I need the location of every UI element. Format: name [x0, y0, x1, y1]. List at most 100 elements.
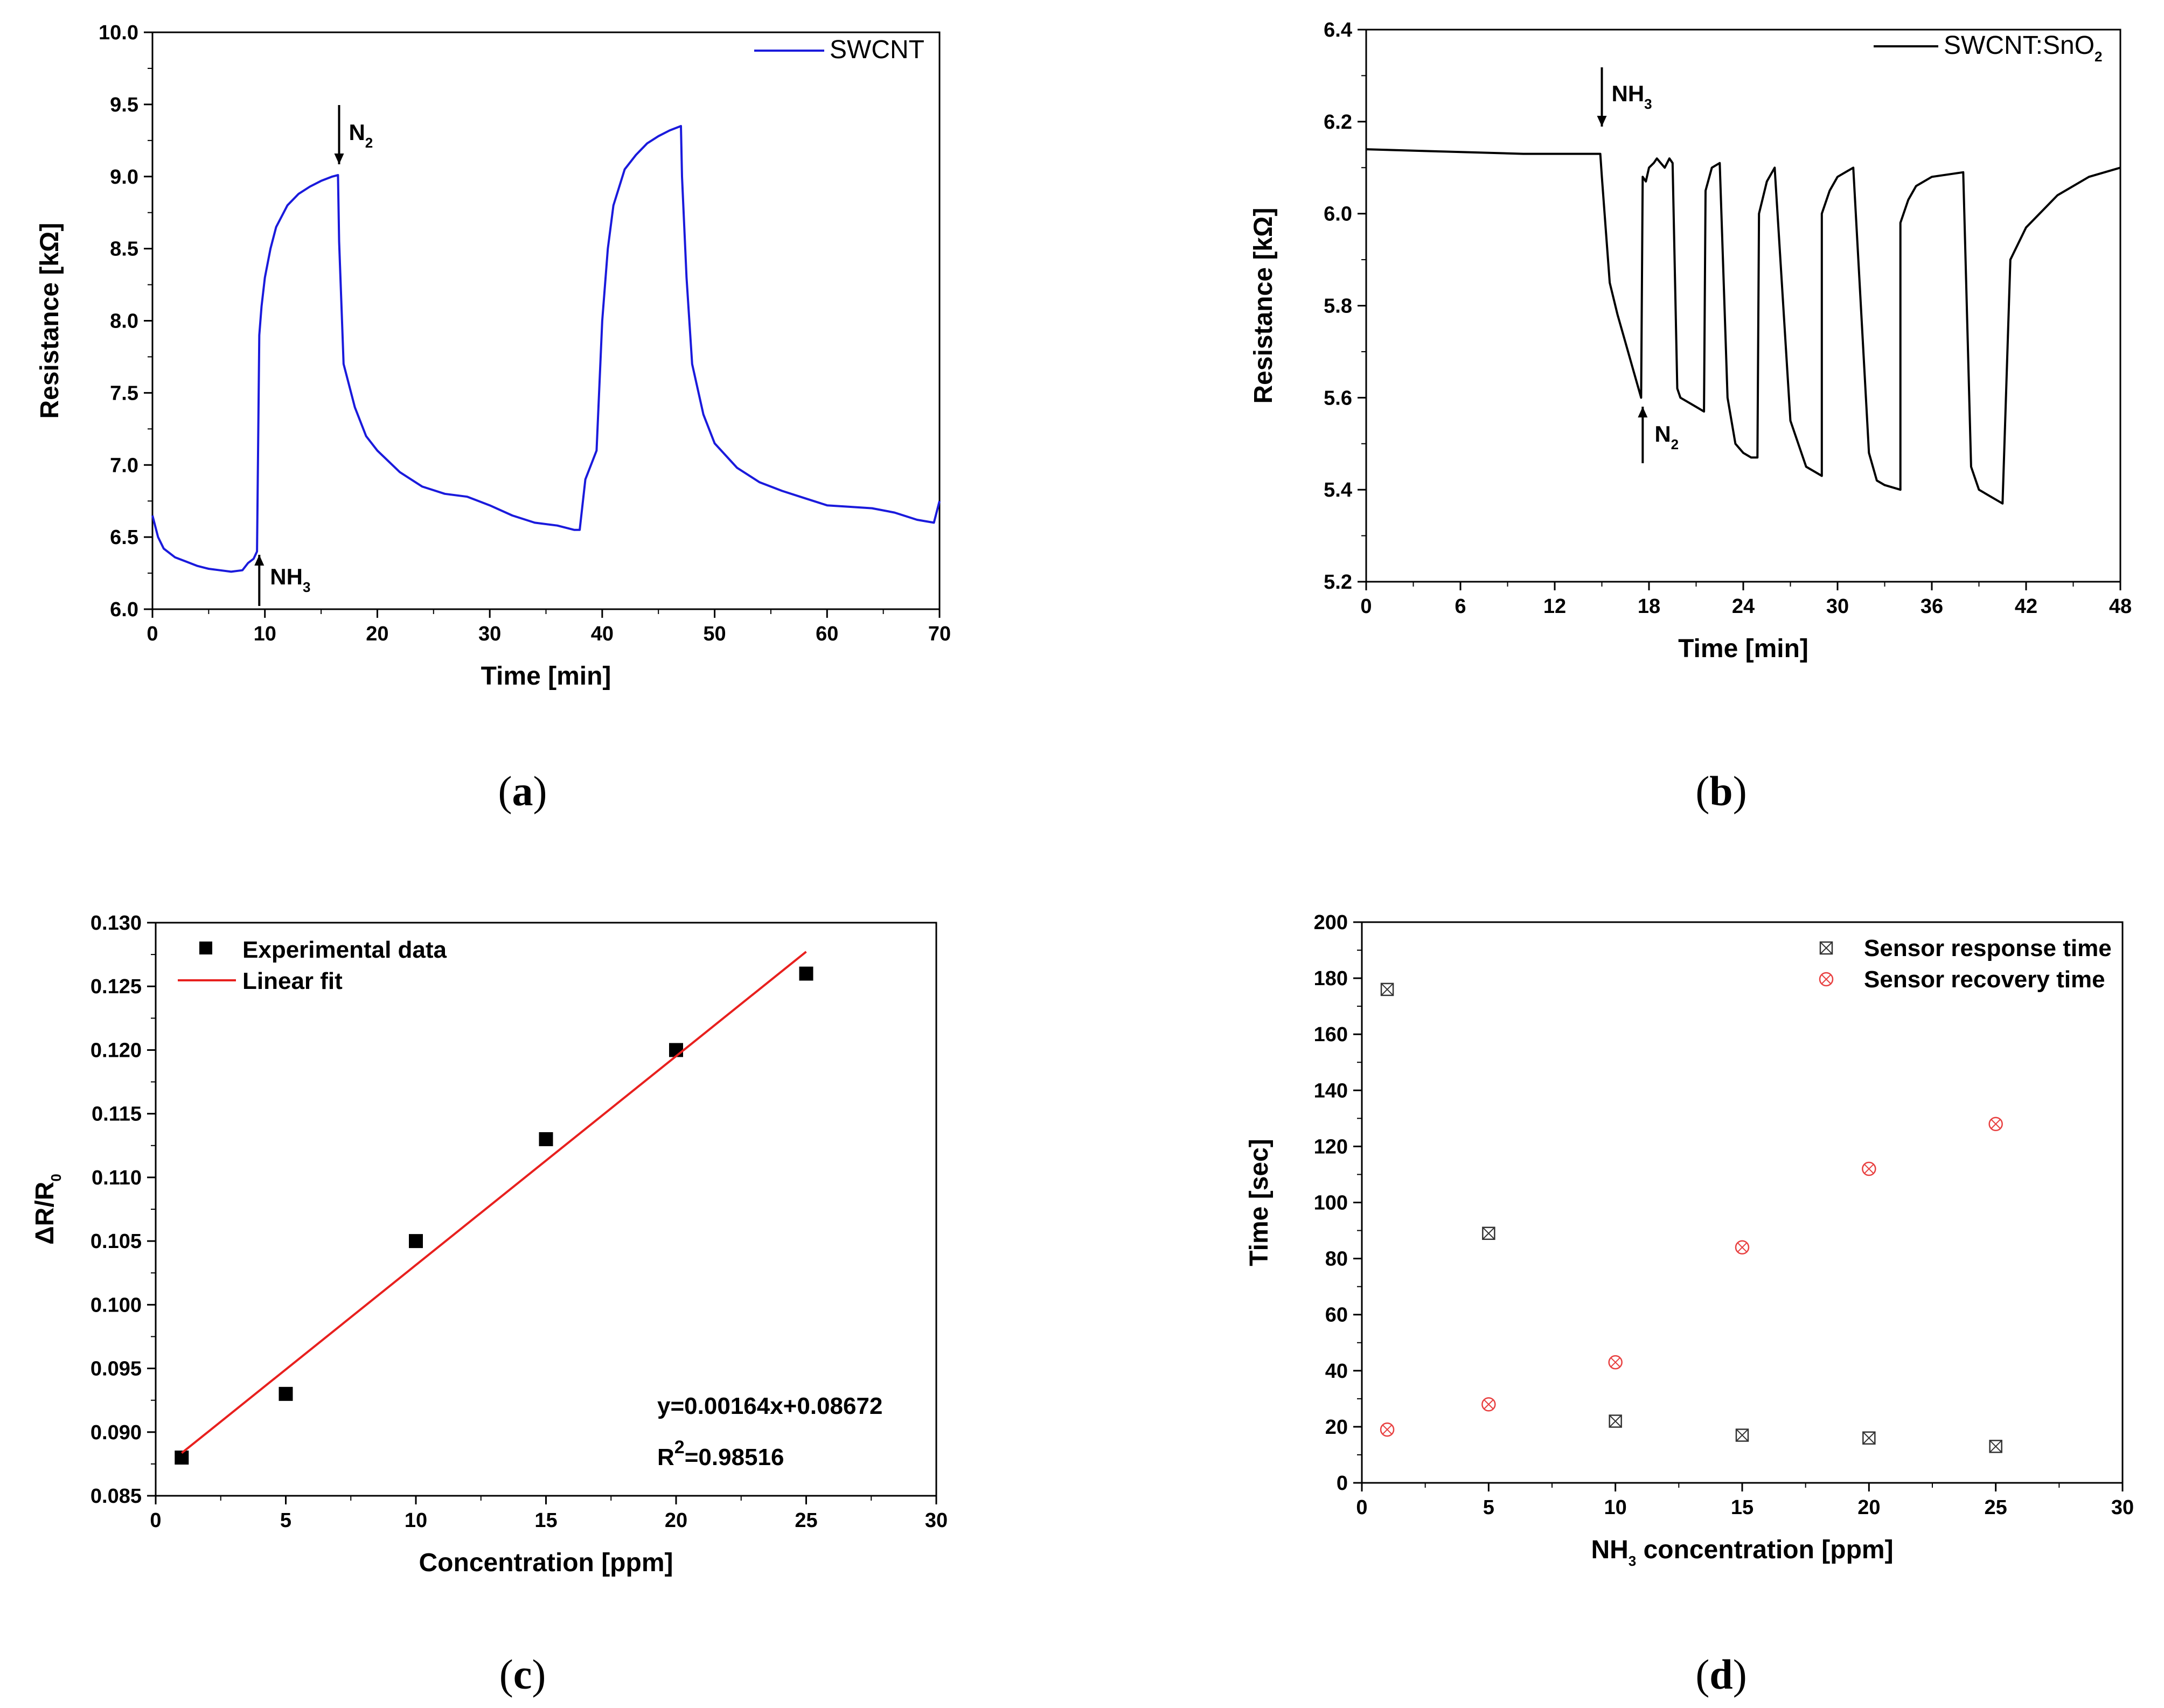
y-tick-label: 10.0 [99, 22, 138, 44]
marker-circle [1862, 1161, 1876, 1176]
caption-c: (c) [499, 1651, 546, 1698]
data-point-recovery [1735, 1240, 1750, 1255]
x-tick-label: 30 [2111, 1496, 2134, 1519]
y-tick-label: 7.0 [110, 454, 138, 477]
y-tick-label: 6.4 [1324, 19, 1352, 41]
data-point-response [1482, 1226, 1495, 1240]
x-tick-label: 30 [478, 623, 501, 645]
y-axis-label: Resistance [kΩ] [36, 223, 64, 419]
marker-cross [1862, 1432, 1876, 1445]
y-tick-label: 0.090 [91, 1421, 142, 1444]
annotation-nh3-head [254, 555, 265, 566]
y-tick-label: 6.2 [1324, 111, 1352, 134]
legend-label: SWCNT [830, 36, 924, 64]
marker-circle [1988, 1117, 2003, 1132]
annotation-n2-label: N2 [1654, 421, 1679, 452]
x-axis-label: Time [min] [481, 662, 611, 691]
x-tick-label: 0 [1360, 595, 1372, 618]
y-tick-label: 0.125 [91, 975, 142, 998]
x-tick-label: 15 [534, 1509, 557, 1532]
data-point [799, 966, 813, 981]
y-axis-label: Time [sec] [1245, 1139, 1274, 1266]
x-tick-label: 0 [150, 1509, 161, 1532]
y-tick-label: 80 [1325, 1248, 1348, 1271]
x-tick-label: 0 [1356, 1496, 1367, 1519]
chart-a: 0 10 20 30 40 50 60 70 6.0 6.5 7.0 7.5 8.0 8.5 9.0 9.5 1… [36, 22, 951, 814]
marker-circle [1608, 1355, 1623, 1370]
annotation-n2-head [334, 154, 344, 164]
marker-cross [1382, 1425, 1392, 1434]
data-point [539, 1132, 553, 1146]
fit-equation: y=0.00164x+0.08672 [657, 1393, 882, 1419]
data-point [669, 1043, 683, 1057]
marker-cross [1484, 1399, 1494, 1409]
data-point-recovery [1608, 1355, 1623, 1370]
x-tick-label: 10 [254, 623, 276, 645]
x-tick-label: 50 [703, 623, 726, 645]
legend-swatch-response [1819, 941, 1833, 955]
x-tick-label: 20 [665, 1509, 687, 1532]
y-tick-label: 0 [1337, 1472, 1348, 1495]
series-line-swcnt [151, 125, 941, 573]
x-tick-label: 25 [795, 1509, 817, 1532]
legend-swatch-response-cross [1820, 942, 1833, 954]
y-tick-label: 60 [1325, 1304, 1348, 1327]
y-tick-label: 5.8 [1324, 295, 1352, 318]
marker-circle [1380, 1422, 1395, 1437]
marker-circle [1481, 1397, 1496, 1412]
y-tick-label: 40 [1325, 1360, 1348, 1383]
marker-cross [1989, 1440, 2002, 1453]
x-axis-label: Time [min] [1678, 635, 1808, 663]
marker-box [1989, 1440, 2002, 1453]
y-tick-label: 9.5 [110, 94, 138, 116]
annotation-nh3-label: NH3 [1612, 81, 1652, 112]
caption-b: (b) [1695, 768, 1746, 814]
y-tick-label: 0.105 [91, 1230, 142, 1253]
x-tick-label: 30 [925, 1509, 948, 1532]
legend-label: SWCNT:SnO2 [1944, 31, 2103, 65]
chart-d: 0 5 10 15 20 25 30 0 20 40 60 80 100 120 140 160 180 200 N… [1245, 911, 2134, 1698]
y-tick-label: 100 [1314, 1192, 1348, 1215]
legend-label-recovery: Sensor recovery time [1864, 966, 2105, 993]
y-tick-label: 20 [1325, 1416, 1348, 1439]
data-point [409, 1234, 423, 1249]
y-tick-label: 140 [1314, 1079, 1348, 1102]
x-tick-label: 40 [591, 623, 614, 645]
y-tick-label: 6.5 [110, 526, 138, 549]
legend-swatch-points [199, 942, 212, 954]
marker-cross [1610, 1357, 1620, 1367]
annotation-n2-label: N2 [349, 120, 373, 151]
annotation-nh3-head [1597, 116, 1607, 127]
data-point-response [1609, 1414, 1622, 1428]
x-tick-label: 20 [1857, 1496, 1880, 1519]
data-point-response [1862, 1431, 1876, 1445]
x-tick-label: 25 [1985, 1496, 2007, 1519]
y-tick-label: 6.0 [1324, 203, 1352, 226]
x-tick-label: 10 [405, 1509, 427, 1532]
x-tick-label: 6 [1455, 595, 1466, 618]
y-tick-label: 5.2 [1324, 571, 1352, 594]
y-tick-label: 160 [1314, 1023, 1348, 1046]
marker-cross [1991, 1119, 2001, 1129]
x-tick-label: 18 [1638, 595, 1660, 618]
annotation-nh3-label: NH3 [270, 564, 310, 595]
x-tick-label: 5 [280, 1509, 291, 1532]
y-tick-label: 6.0 [110, 598, 138, 621]
y-tick-label: 5.6 [1324, 387, 1352, 409]
data-point-recovery [1862, 1161, 1876, 1176]
series-line-swcnt-sno [1366, 148, 2121, 505]
legend-label-points: Experimental data [242, 937, 447, 963]
marker-cross [1864, 1164, 1874, 1174]
legend-swatch-recovery-cross [1821, 974, 1831, 984]
y-tick-label: 120 [1314, 1135, 1348, 1158]
y-tick-label: 0.130 [91, 912, 142, 935]
y-tick-label: 8.5 [110, 238, 138, 261]
caption-a: (a) [498, 768, 547, 814]
x-tick-label: 12 [1543, 595, 1566, 618]
data-point-recovery [1380, 1422, 1395, 1437]
data-point-recovery [1988, 1117, 2003, 1132]
marker-box [1862, 1431, 1876, 1445]
y-tick-label: 8.0 [110, 310, 138, 333]
y-tick-label: 0.095 [91, 1358, 142, 1381]
